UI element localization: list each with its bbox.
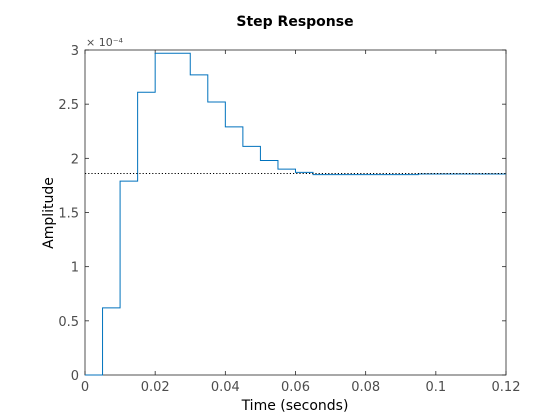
x-tick-label: 0.06 [281,380,310,395]
y-axis-ticks: 0 0.5 1 1.5 2 2.5 3 [58,44,506,384]
x-tick-label: 0.1 [425,380,446,395]
y-tick-label: 3 [71,44,79,59]
x-tick-label: 0.04 [211,380,240,395]
x-tick-label: 0.08 [351,380,380,395]
chart-title: Step Response [236,14,353,30]
x-tick-label: 0.12 [492,380,521,395]
x-axis-label: Time (seconds) [241,398,349,414]
x-tick-label: 0.02 [141,380,170,395]
plot-area [84,49,507,376]
y-tick-label: 1.5 [58,207,79,222]
x-tick-label: 0 [81,380,89,395]
step-response-line [85,52,506,376]
y-tick-label: 0 [71,369,79,384]
x-axis-ticks: 0 0.02 0.04 0.06 0.08 0.1 0.12 [81,50,521,395]
y-tick-label: 2 [71,152,79,167]
y-tick-label: 0.5 [58,315,79,330]
y-tick-label: 1 [71,261,79,276]
y-axis-label: Amplitude [41,177,57,249]
y-axis-exponent: × 10⁻⁴ [86,36,124,49]
series-layer [85,52,506,376]
y-tick-label: 2.5 [58,98,79,113]
